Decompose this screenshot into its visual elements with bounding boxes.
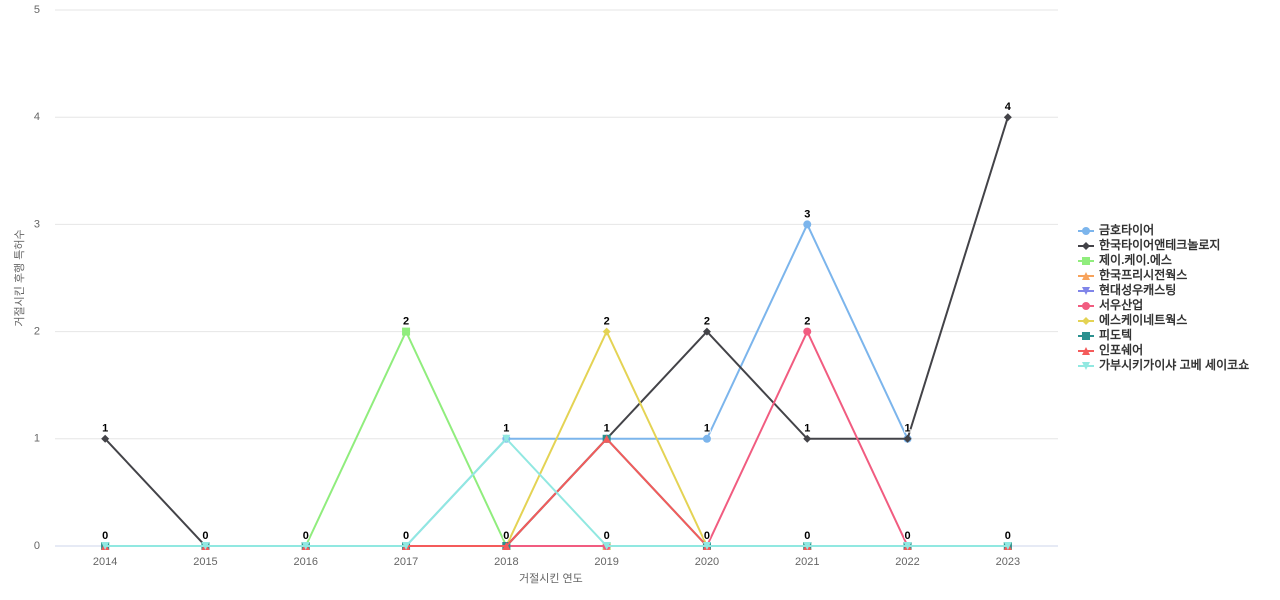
x-tick-label: 2019 [594, 556, 618, 568]
data-label: 2 [403, 316, 409, 328]
data-label: 0 [804, 530, 810, 542]
marker [1082, 227, 1090, 235]
data-label: 4 [1005, 101, 1012, 113]
marker [402, 327, 411, 336]
data-label: 0 [604, 530, 610, 542]
y-tick-label: 4 [34, 111, 40, 123]
marker [201, 542, 210, 550]
x-tick-label: 2020 [695, 556, 719, 568]
marker [903, 434, 912, 443]
marker [301, 542, 310, 550]
marker [1082, 347, 1090, 355]
legend-item[interactable]: 서우산업 [1078, 297, 1143, 312]
marker [803, 434, 812, 443]
legend-label: 현대성우캐스팅 [1099, 282, 1176, 297]
legend-item[interactable]: 제이.케이.에스 [1078, 252, 1172, 267]
marker [1082, 332, 1090, 340]
y-axis-title: 거절시킨 후행 특허수 [13, 229, 26, 326]
legend-label: 한국프리시전웍스 [1099, 267, 1187, 282]
y-tick-label: 3 [34, 218, 40, 230]
data-label: 1 [102, 423, 108, 435]
marker [1082, 257, 1090, 265]
legend-label: 한국타이어앤테크놀로지 [1099, 237, 1220, 252]
data-label: 0 [403, 530, 409, 542]
legend-item[interactable]: 에스케이네트웍스 [1078, 312, 1187, 327]
y-tick-label: 0 [34, 540, 40, 552]
data-label: 3 [804, 208, 810, 220]
y-tick-label: 1 [34, 433, 40, 445]
x-tick-label: 2015 [193, 556, 217, 568]
data-label: 2 [804, 316, 810, 328]
marker [1082, 287, 1090, 295]
data-label: 2 [604, 316, 610, 328]
x-tick-label: 2016 [294, 556, 318, 568]
marker [1082, 317, 1090, 325]
data-label: 1 [704, 423, 710, 435]
legend-item[interactable]: 피도텍 [1078, 327, 1132, 342]
legend-item[interactable]: 한국프리시전웍스 [1078, 267, 1187, 282]
marker [803, 327, 812, 336]
x-tick-label: 2018 [494, 556, 518, 568]
data-label: 0 [303, 530, 309, 542]
legend-label: 피도텍 [1099, 327, 1132, 342]
data-label: 0 [1005, 530, 1011, 542]
legend-label: 서우산업 [1099, 297, 1143, 312]
marker [1003, 542, 1012, 550]
marker [803, 220, 812, 229]
marker [803, 542, 812, 550]
data-label: 1 [503, 423, 509, 435]
legend-item[interactable]: 금호타이어 [1078, 222, 1154, 237]
marker [1082, 302, 1090, 310]
marker [602, 434, 611, 443]
y-tick-label: 2 [34, 326, 40, 338]
legend-label: 인포쉐어 [1099, 342, 1143, 357]
x-tick-label: 2023 [996, 556, 1020, 568]
marker [903, 542, 912, 550]
marker [1082, 362, 1090, 370]
data-label: 2 [704, 316, 710, 328]
x-tick-label: 2021 [795, 556, 819, 568]
marker [502, 434, 511, 443]
data-label: 1 [804, 423, 810, 435]
x-axis-title: 거절시킨 연도 [519, 572, 583, 585]
marker [402, 542, 411, 550]
legend-item[interactable]: 한국타이어앤테크놀로지 [1078, 237, 1220, 252]
legend-label: 가부시키가이샤 고베 세이코쇼 [1099, 357, 1249, 372]
line [105, 437, 1008, 547]
marker [502, 542, 511, 550]
series [101, 434, 1012, 550]
data-label: 0 [503, 530, 509, 542]
x-tick-label: 2014 [93, 556, 117, 568]
y-tick-label: 5 [34, 4, 40, 16]
line [105, 222, 909, 547]
legend-item[interactable]: 가부시키가이샤 고베 세이코쇼 [1078, 357, 1249, 372]
legend-label: 제이.케이.에스 [1099, 252, 1172, 267]
data-label: 0 [904, 530, 910, 542]
marker [702, 542, 711, 550]
marker [101, 434, 110, 443]
x-tick-label: 2022 [895, 556, 919, 568]
series [101, 220, 912, 550]
marker [1082, 242, 1090, 250]
marker [1082, 272, 1090, 280]
marker [1003, 113, 1012, 122]
data-label: 1 [904, 423, 910, 435]
data-label: 0 [704, 530, 710, 542]
marker [602, 542, 611, 550]
marker [101, 542, 110, 550]
legend-label: 금호타이어 [1099, 222, 1154, 237]
legend-item[interactable]: 인포쉐어 [1078, 342, 1143, 357]
legend-label: 에스케이네트웍스 [1099, 312, 1187, 327]
marker [702, 434, 711, 443]
x-tick-label: 2017 [394, 556, 418, 568]
data-label: 1 [604, 423, 610, 435]
data-label: 0 [202, 530, 208, 542]
legend-item[interactable]: 현대성우캐스팅 [1078, 282, 1176, 297]
marker [602, 327, 611, 336]
data-label: 0 [102, 530, 108, 542]
marker [702, 327, 711, 336]
